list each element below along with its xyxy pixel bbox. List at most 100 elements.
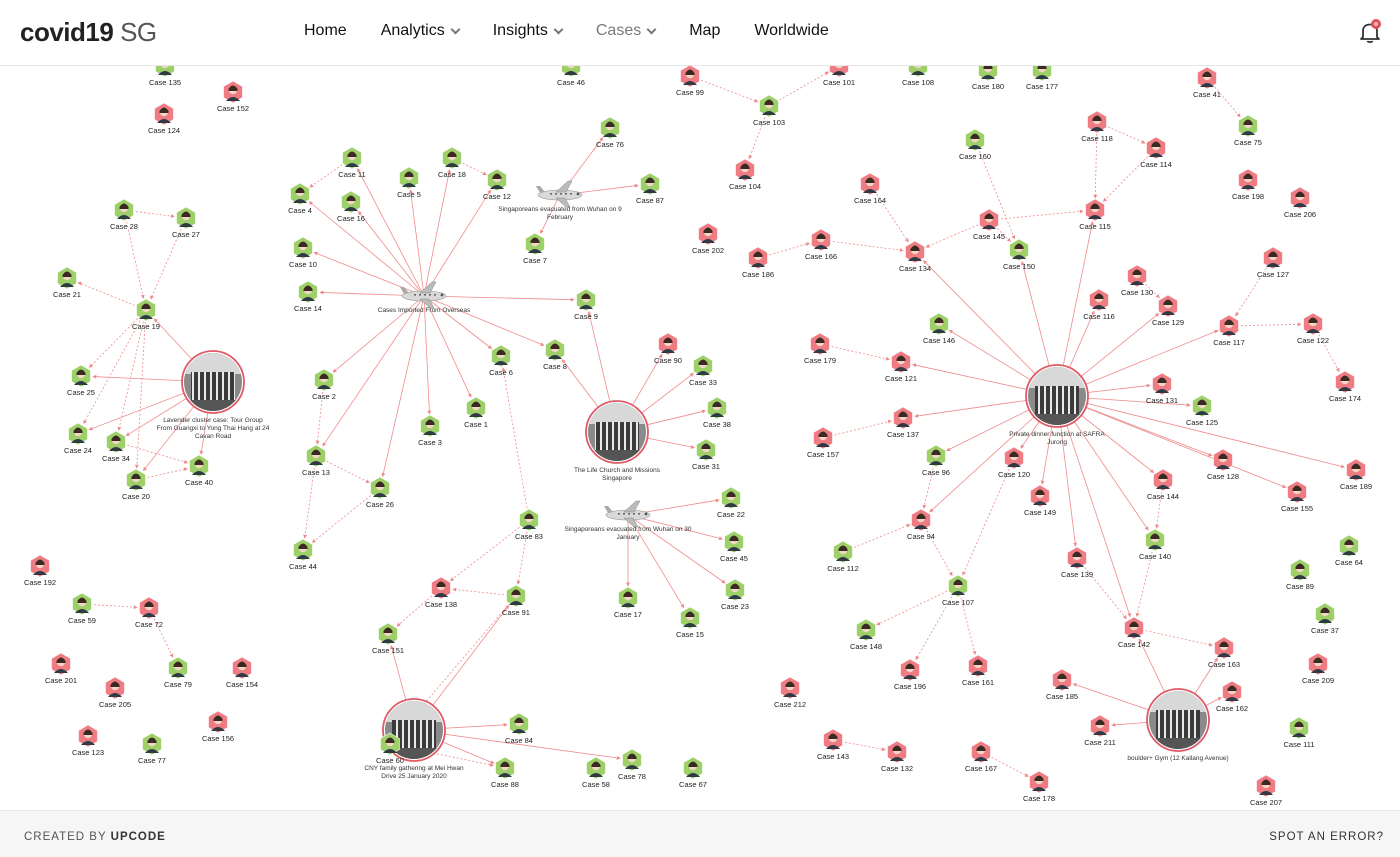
hub-wuhan30[interactable]: Singaporeans evacuated from Wuhan on 30 J… (564, 500, 692, 541)
company-link[interactable]: UPCODE (110, 831, 166, 843)
case-node[interactable]: Case 72 (135, 596, 163, 629)
case-node[interactable]: Case 14 (294, 280, 322, 313)
case-node[interactable]: Case 205 (99, 676, 131, 709)
case-node[interactable]: Case 112 (827, 540, 859, 573)
case-node[interactable]: Case 166 (805, 228, 837, 261)
case-node[interactable]: Case 211 (1084, 714, 1116, 747)
nav-worldwide[interactable]: Worldwide (754, 22, 828, 40)
case-node[interactable]: Case 94 (907, 508, 935, 541)
case-node[interactable]: Case 140 (1139, 528, 1171, 561)
case-node[interactable]: Case 78 (618, 748, 646, 781)
case-node[interactable]: Case 104 (729, 158, 761, 191)
case-node[interactable]: Case 149 (1024, 484, 1056, 517)
case-node[interactable]: Case 83 (515, 508, 543, 541)
case-node[interactable]: Case 160 (959, 128, 991, 161)
case-node[interactable]: Case 27 (172, 206, 200, 239)
case-node[interactable]: Case 89 (1286, 558, 1314, 591)
case-node[interactable]: Case 148 (850, 618, 882, 651)
case-node[interactable]: Case 129 (1152, 294, 1184, 327)
graph-canvas[interactable]: Cases Imported From Overseas Singaporeans… (0, 66, 1400, 810)
case-node[interactable]: Case 91 (502, 584, 530, 617)
case-node[interactable]: Case 162 (1216, 680, 1248, 713)
case-node[interactable]: Case 117 (1213, 314, 1245, 347)
hub-wuhan9[interactable]: Singaporeans evacuated from Wuhan on 9 Fe… (498, 180, 622, 221)
case-node[interactable]: Case 44 (289, 538, 317, 571)
case-node[interactable]: Case 146 (923, 312, 955, 345)
case-node[interactable]: Case 1 (464, 396, 488, 429)
hub-safra[interactable]: Private dinner function at SAFRA Jurong (1009, 364, 1105, 446)
nav-analytics[interactable]: Analytics (381, 22, 461, 40)
case-node[interactable]: Case 127 (1257, 246, 1289, 279)
case-node[interactable]: Case 76 (596, 116, 624, 149)
bell-icon[interactable] (1356, 18, 1384, 46)
case-node[interactable]: Case 131 (1146, 372, 1178, 405)
case-node[interactable]: Case 45 (720, 530, 748, 563)
case-node[interactable]: Case 151 (372, 622, 404, 655)
case-node[interactable]: Case 31 (692, 438, 720, 471)
case-node[interactable]: Case 178 (1023, 770, 1055, 803)
case-node[interactable]: Case 90 (654, 332, 682, 365)
hub-overseas[interactable]: Cases Imported From Overseas (378, 281, 471, 314)
case-node[interactable]: Case 124 (148, 102, 180, 135)
case-node[interactable]: Case 198 (1232, 168, 1264, 201)
case-node[interactable]: Case 209 (1302, 652, 1334, 685)
case-node[interactable]: Case 28 (110, 198, 138, 231)
case-node[interactable]: Case 16 (337, 190, 365, 223)
case-node[interactable]: Case 185 (1046, 668, 1078, 701)
case-node[interactable]: Case 12 (483, 168, 511, 201)
case-node[interactable]: Case 180 (972, 66, 1004, 91)
case-node[interactable]: Case 84 (505, 712, 533, 745)
case-node[interactable]: Case 132 (881, 740, 913, 773)
case-node[interactable]: Case 17 (614, 586, 642, 619)
case-node[interactable]: Case 142 (1118, 616, 1150, 649)
case-node[interactable]: Case 207 (1250, 774, 1282, 807)
case-node[interactable]: Case 206 (1284, 186, 1316, 219)
hub-cny[interactable]: CNY family gathering at Mei Hwan Drive 25… (364, 698, 464, 780)
case-node[interactable]: Case 134 (899, 240, 931, 273)
brand-logo[interactable]: covid19 SG (20, 17, 157, 48)
case-node[interactable]: Case 21 (53, 266, 81, 299)
case-node[interactable]: Case 189 (1340, 458, 1372, 491)
case-node[interactable]: Case 125 (1186, 394, 1218, 427)
case-node[interactable]: Case 13 (302, 444, 330, 477)
case-node[interactable]: Case 164 (854, 172, 886, 205)
case-node[interactable]: Case 6 (489, 344, 513, 377)
case-node[interactable]: Case 186 (742, 246, 774, 279)
case-node[interactable]: Case 139 (1061, 546, 1093, 579)
case-node[interactable]: Case 88 (491, 756, 519, 789)
case-node[interactable]: Case 155 (1281, 480, 1313, 513)
case-node[interactable]: Case 3 (418, 414, 442, 447)
case-node[interactable]: Case 120 (998, 446, 1030, 479)
case-node[interactable]: Case 10 (289, 236, 317, 269)
case-node[interactable]: Case 123 (72, 724, 104, 757)
case-node[interactable]: Case 212 (774, 676, 806, 709)
case-node[interactable]: Case 79 (164, 656, 192, 689)
case-node[interactable]: Case 8 (543, 338, 567, 371)
case-node[interactable]: Case 41 (1193, 66, 1221, 99)
case-node[interactable]: Case 145 (973, 208, 1005, 241)
hub-gym[interactable]: boulder+ Gym (12 Kallang Avenue) (1127, 688, 1229, 762)
case-node[interactable]: Case 196 (894, 658, 926, 691)
case-node[interactable]: Case 167 (965, 740, 997, 773)
case-node[interactable]: Case 40 (185, 454, 213, 487)
case-node[interactable]: Case 33 (689, 354, 717, 387)
case-node[interactable]: Case 156 (202, 710, 234, 743)
case-node[interactable]: Case 163 (1208, 636, 1240, 669)
case-node[interactable]: Case 67 (679, 756, 707, 789)
spot-error-link[interactable]: SPOT AN ERROR? (1269, 831, 1384, 843)
case-node[interactable]: Case 179 (804, 332, 836, 365)
case-node[interactable]: Case 5 (397, 166, 421, 199)
case-node[interactable]: Case 23 (721, 578, 749, 611)
case-node[interactable]: Case 121 (885, 350, 917, 383)
case-node[interactable]: Case 138 (425, 576, 457, 609)
case-node[interactable]: Case 122 (1297, 312, 1329, 345)
case-node[interactable]: Case 37 (1311, 602, 1339, 635)
case-node[interactable]: Case 157 (807, 426, 839, 459)
case-node[interactable]: Case 9 (574, 288, 598, 321)
case-node[interactable]: Case 115 (1079, 198, 1111, 231)
case-node[interactable]: Case 114 (1140, 136, 1172, 169)
case-node[interactable]: Case 154 (226, 656, 258, 689)
case-node[interactable]: Case 174 (1329, 370, 1361, 403)
case-node[interactable]: Case 177 (1026, 66, 1058, 91)
case-node[interactable]: Case 107 (942, 574, 974, 607)
